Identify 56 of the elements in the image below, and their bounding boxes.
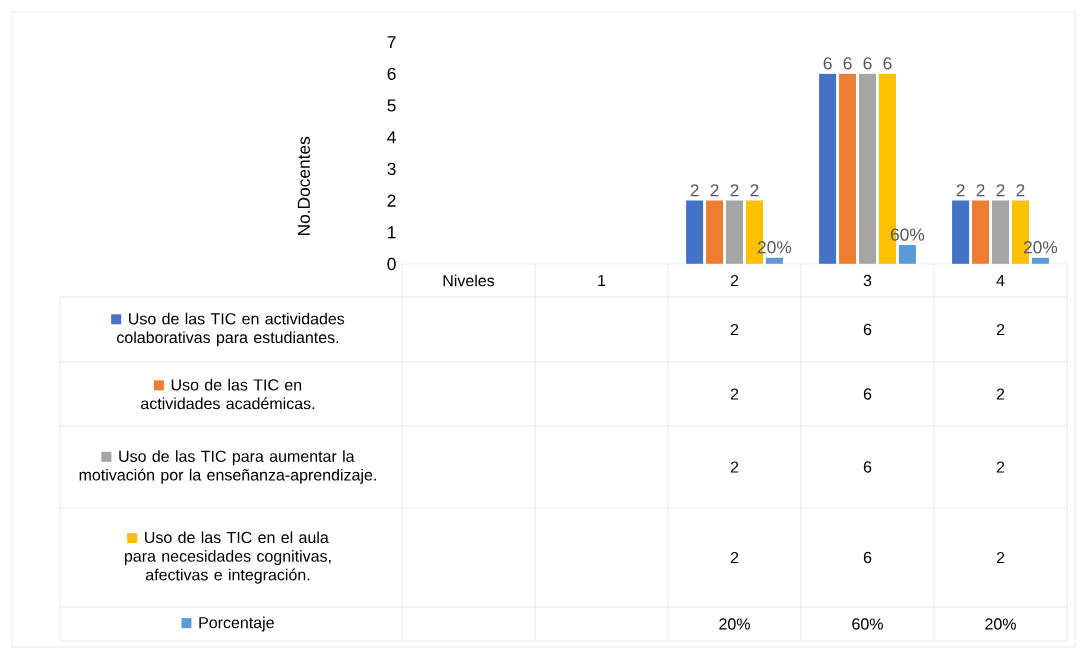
text: 6 [823,57,832,70]
text: 2 [710,184,719,197]
data-label: 20% [719,618,750,630]
y-tick-label: 2 [387,194,396,207]
data-label: 6 [863,551,872,564]
x-tick-label: Niveles [443,274,495,287]
data-label: 2 [996,461,1005,473]
data-label: 2 [996,551,1005,564]
data-label: 2 [730,461,739,473]
data-label: 6 [863,461,872,473]
data-label: 2 [730,388,739,400]
text: 2 [956,184,965,197]
x-tick-label: 1 [598,275,606,286]
bar [725,200,744,264]
y-tick-label: 4 [387,131,396,144]
bar [858,73,877,264]
bar [706,200,724,264]
data-label: 2 [996,388,1005,400]
x-tick-label: 2 [730,274,739,287]
bar [819,73,837,264]
y-tick-label: 7 [387,36,396,49]
x-tick-label: 4 [996,275,1005,286]
text: 2 [996,184,1005,197]
legend-label: Uso de las TIC para aumentar la motivación por la enseñanza-aprendizaje. [79,450,376,484]
text: 2 [1016,184,1025,197]
text: 2 [690,184,699,197]
data-label: 20% [985,618,1016,630]
y-tick-label: 0 [387,257,396,271]
y-tick-label: 3 [387,162,396,176]
legend-label: Uso de las TIC en actividades académicas. [141,378,315,410]
text: 2 [750,184,759,197]
data-label: 2 [730,323,739,336]
text: 6 [843,57,852,70]
bar [686,200,704,264]
data-label: 2 [996,323,1005,336]
y-tick-label: 5 [387,99,396,112]
data-label: 6 [863,323,872,336]
bar [972,200,990,264]
y-tick-label: 6 [387,67,396,80]
bar [898,244,916,264]
legend-label: Porcentaje [199,616,274,632]
bar [839,73,857,264]
data-label: 6 [863,388,872,400]
text: 6 [883,57,892,70]
y-axis-title: No.Docentes [297,136,310,236]
data-label: 2 [730,551,739,564]
text: 2 [976,184,985,197]
legend-label: Uso de las TIC en el aula para necesidades cognitivas, afectivas e integración. [124,531,331,584]
text: 6 [863,57,872,70]
bar [952,200,970,264]
text: 2 [730,184,739,197]
x-tick-label: 3 [863,274,872,287]
legend-label: Uso de las TIC en actividades colaborativas para estudiantes. [117,312,345,347]
y-tick-label: 1 [388,226,396,239]
bar [991,200,1010,264]
data-label: 60% [852,618,883,630]
